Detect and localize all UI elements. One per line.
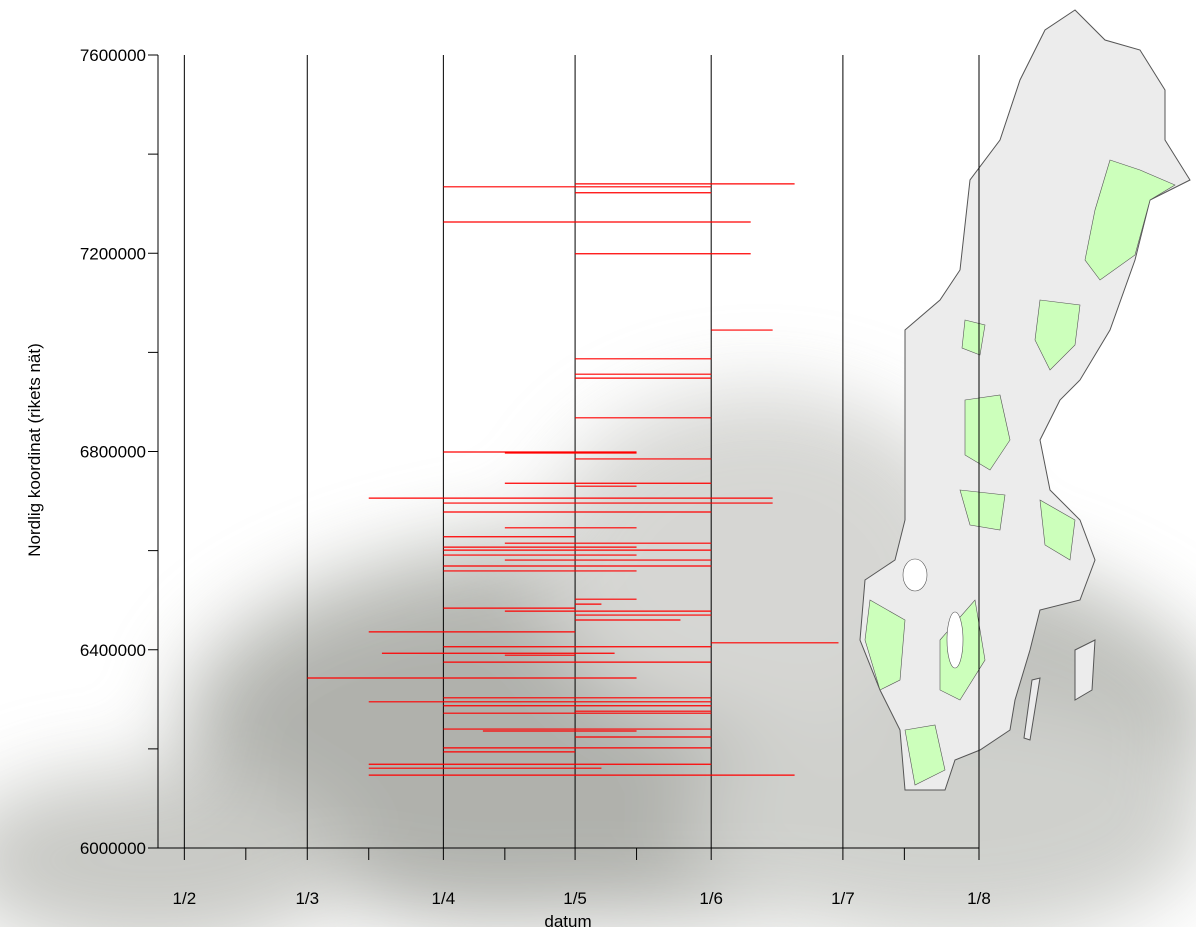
y-tick-label: 6800000 — [80, 443, 146, 462]
y-tick-label: 7200000 — [80, 244, 146, 263]
x-tick-label: 1/3 — [295, 889, 319, 908]
y-tick-label: 6400000 — [80, 641, 146, 660]
x-tick-label: 1/8 — [967, 889, 991, 908]
y-axis-label: Nordlig koordinat (rikets nät) — [25, 343, 44, 557]
chart: 6000000 6400000 6800000 7200000 7600000 1/2 1/… — [0, 0, 1196, 927]
x-axis-label: datum — [544, 912, 591, 927]
x-tick-label: 1/5 — [563, 889, 587, 908]
x-tick-label: 1/2 — [173, 889, 197, 908]
y-tick-label: 7600000 — [80, 46, 146, 65]
y-tick-label: 6000000 — [80, 839, 146, 858]
x-tick-label: 1/4 — [432, 889, 456, 908]
x-tick-label: 1/7 — [831, 889, 855, 908]
x-tick-label: 1/6 — [699, 889, 723, 908]
